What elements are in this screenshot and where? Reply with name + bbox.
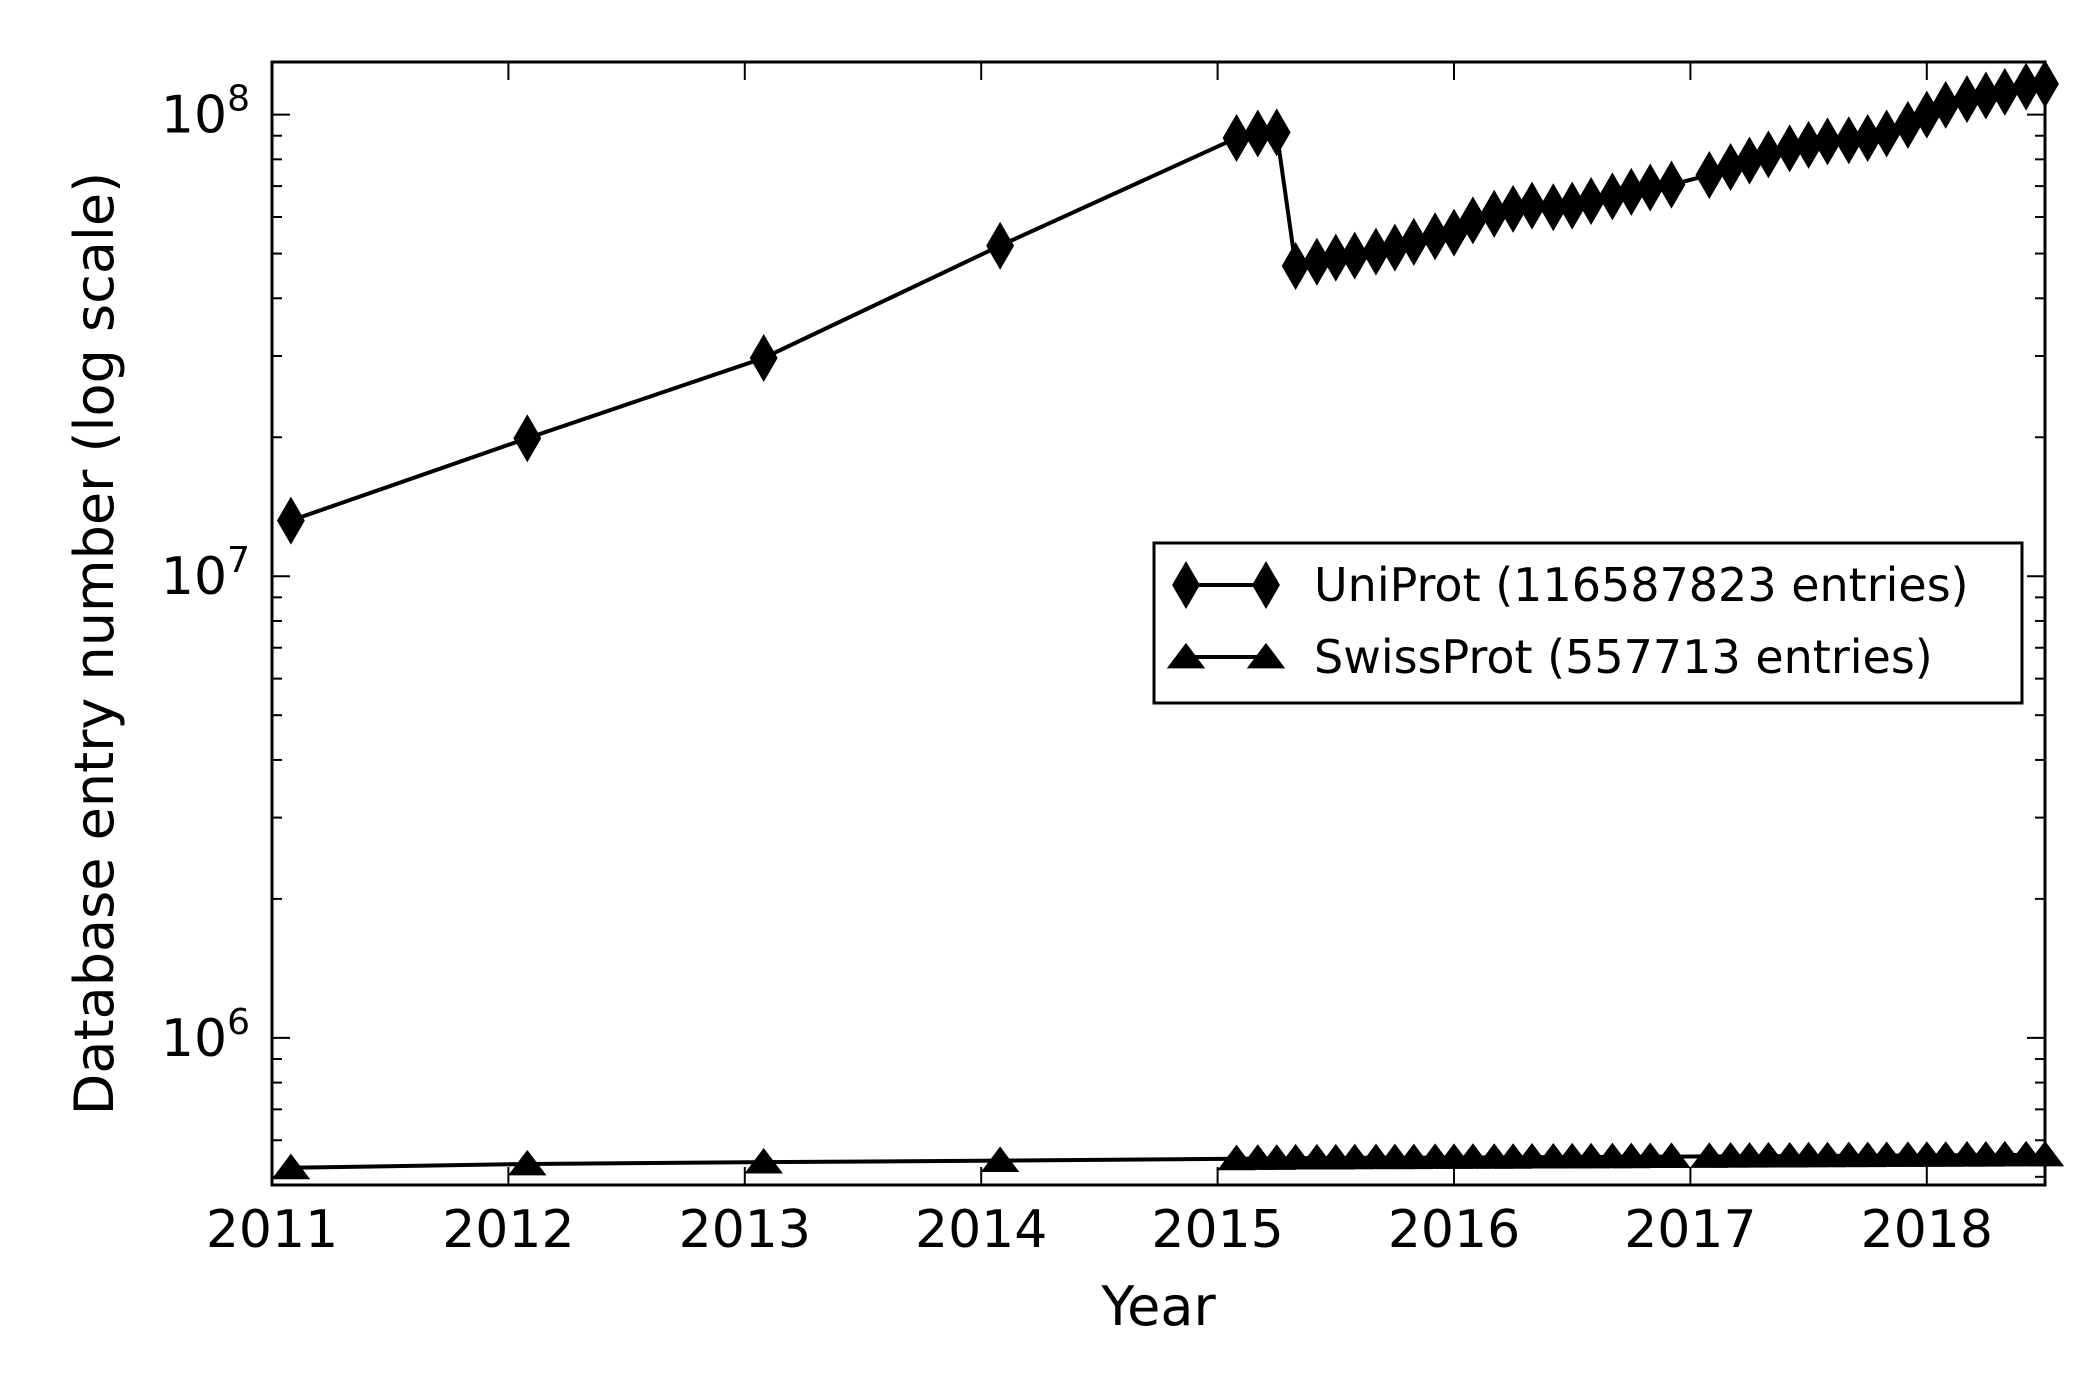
- diamond-point: [1421, 212, 1450, 261]
- y-tick-label: 106: [161, 1002, 250, 1069]
- diamond-point: [1657, 160, 1686, 209]
- diamond-point: [1695, 150, 1724, 199]
- x-tick-label: 2015: [1151, 1200, 1283, 1260]
- series-layer: [271, 59, 2065, 1180]
- diamond-point: [1893, 100, 1922, 149]
- diamond-point: [1539, 183, 1568, 232]
- x-tick-label: 2018: [1861, 1200, 1993, 1260]
- diamond-point: [1480, 189, 1509, 238]
- legend-box: [1152, 541, 2024, 705]
- x-tick-labels: 2011 2012 2013 2014 2015 2016 2017 2018: [206, 1200, 1993, 1260]
- diamond-point: [1222, 113, 1251, 162]
- diamond-point: [1243, 109, 1272, 158]
- triangle-point: [508, 1149, 547, 1176]
- diamond-point: [1990, 67, 2019, 116]
- diamond-point: [1518, 181, 1546, 230]
- y-axis-title: Database entry number (log scale): [63, 172, 126, 1115]
- x-tick-label: 2013: [679, 1200, 811, 1260]
- legend: UniProt (116587823 entries) SwissProt (55…: [1152, 541, 2024, 705]
- diamond-point: [1834, 116, 1863, 165]
- triangle-point: [980, 1146, 1020, 1173]
- diamond-point: [749, 333, 778, 382]
- diamond-point: [1853, 113, 1882, 162]
- diamond-point: [1794, 120, 1823, 169]
- legend-diamond-marker: [1252, 561, 1280, 609]
- diamond-point: [1458, 196, 1487, 245]
- diamond-point: [1281, 241, 1310, 290]
- diamond-point: [513, 414, 542, 463]
- x-tick-label: 2014: [915, 1200, 1047, 1260]
- diamond-point: [276, 496, 305, 545]
- diamond-point: [1617, 167, 1646, 216]
- legend-label: SwissProt (557713 entries): [1314, 630, 1933, 684]
- diamond-point: [1735, 136, 1764, 185]
- y-tick-label: 107: [161, 540, 250, 607]
- diamond-point: [1399, 217, 1428, 266]
- diamond-point: [1577, 176, 1606, 225]
- diamond-point: [1321, 233, 1350, 282]
- x-tick-label: 2011: [206, 1200, 338, 1260]
- diamond-point: [1636, 163, 1665, 212]
- legend-entry: SwissProt (557713 entries): [1166, 630, 1933, 684]
- diamond-point: [1754, 130, 1783, 179]
- diamond-point: [1598, 172, 1627, 221]
- diamond-point: [986, 221, 1015, 270]
- triangle-point: [1652, 1142, 1691, 1169]
- y-tick-label: 108: [161, 79, 250, 146]
- x-tick-label: 2017: [1624, 1200, 1756, 1260]
- legend-entry: UniProt (116587823 entries): [1172, 558, 1969, 612]
- diamond-point: [1302, 237, 1331, 286]
- diamond-point: [1340, 231, 1369, 280]
- diamond-point: [1499, 184, 1528, 233]
- tick-marks: [271, 62, 2045, 1185]
- diamond-point: [1362, 227, 1390, 276]
- plot-frame: [270, 60, 2047, 1187]
- diamond-point: [2012, 62, 2041, 111]
- triangle-point: [744, 1147, 783, 1174]
- diamond-point: [1872, 109, 1901, 158]
- legend-triangle-marker: [1246, 642, 1286, 669]
- legend-entries: UniProt (116587823 entries) SwissProt (55…: [1166, 558, 1969, 684]
- series-swissprot: [271, 1140, 2065, 1180]
- diamond-point: [1813, 117, 1842, 166]
- diamond-point: [1775, 124, 1804, 173]
- legend-diamond-marker: [1172, 561, 1200, 609]
- diamond-point: [1953, 75, 1981, 124]
- y-tick-labels: 106 107 108: [161, 79, 250, 1069]
- diamond-point: [1716, 142, 1745, 191]
- diamond-point: [1262, 108, 1291, 157]
- diamond-point: [1558, 181, 1587, 230]
- x-tick-label: 2012: [442, 1200, 574, 1260]
- diamond-point: [1971, 71, 2000, 120]
- triangle-point: [271, 1153, 311, 1180]
- x-axis-title: Year: [1100, 1275, 1216, 1338]
- diamond-point: [1380, 223, 1409, 272]
- legend-triangle-marker: [1166, 642, 1206, 669]
- series-uniprot: [276, 59, 2059, 545]
- diamond-point: [1931, 80, 1960, 129]
- x-tick-label: 2016: [1388, 1200, 1520, 1260]
- legend-label: UniProt (116587823 entries): [1314, 558, 1969, 612]
